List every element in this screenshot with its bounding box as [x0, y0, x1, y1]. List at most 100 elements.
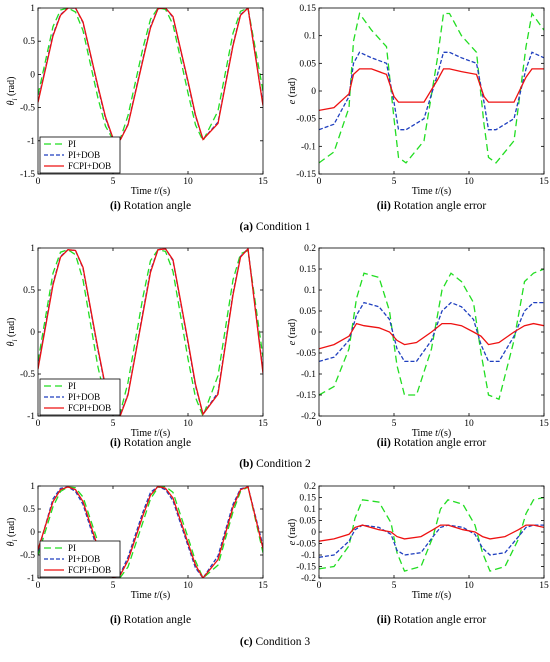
series-line-pi [319, 496, 544, 572]
x-tick-label: 10 [183, 177, 193, 187]
chart-panel-2: 0 5 10 15 -1 -0.5 0 0.5 1 Time t/(s) θi (rad) PIPI+… [6, 244, 268, 439]
y-tick-label: -0.05 [296, 349, 316, 359]
y-axis-label: θi (rad) [6, 77, 19, 106]
y-tick-label: 0.1 [304, 286, 316, 296]
series-line-pi-plus-dob [38, 486, 263, 578]
x-tick-label: 10 [464, 419, 474, 429]
y-tick-label: 0 [311, 87, 316, 97]
y-tick-label: 0.05 [299, 307, 316, 317]
y-tick-label: 0 [311, 328, 316, 338]
x-tick-label: 0 [36, 177, 41, 187]
legend-entry: PI+DOB [68, 392, 100, 402]
x-axis-label: Time t/(s) [131, 428, 170, 439]
legend-entry: PI+DOB [68, 554, 100, 564]
x-tick-label: 10 [464, 177, 474, 187]
plot-frame [37, 7, 264, 175]
y-axis-label: θi (rad) [6, 318, 19, 347]
y-tick-label: 0 [311, 528, 316, 538]
legend-entry: PI [68, 543, 76, 553]
y-tick-label: -0.5 [20, 551, 35, 561]
y-tick-label: 0.05 [299, 59, 316, 69]
y-tick-label: -0.15 [296, 170, 316, 180]
y-tick-label: -0.15 [296, 391, 316, 401]
series-line-pi-plus-dob [319, 51, 544, 131]
y-tick-label: -1 [27, 412, 35, 422]
y-tick-label: 1 [30, 4, 35, 14]
y-tick-label: -0.05 [296, 540, 316, 550]
chart-panel-5: 0 5 10 15-0.2-0.15-0.1-0.0500.050.10.150.2T… [287, 482, 549, 601]
y-tick-label: -0.1 [301, 370, 316, 380]
x-tick-label: 0 [36, 581, 41, 591]
y-tick-label: -0.2 [301, 412, 316, 422]
chart-panel-4: 0 5 10 15 -1 -0.5 0 0.5 1 Time t/(s) θi (rad) PIPI+… [6, 482, 268, 601]
y-tick-label: -1.5 [20, 170, 35, 180]
x-tick-label: 5 [111, 177, 116, 187]
sub-caption-left: (i) Rotation angle [110, 200, 191, 212]
y-tick-label: -1 [27, 137, 35, 147]
condition-caption: (c) Condition 3 [240, 636, 311, 648]
plot-frame [318, 485, 545, 579]
legend-entry: FCPI+DOB [68, 403, 111, 413]
legend-entry: PI+DOB [68, 150, 100, 160]
y-tick-label: 0.1 [304, 505, 316, 515]
y-axis-label: e (rad) [287, 78, 298, 104]
x-axis-label: Time t/(s) [131, 186, 170, 197]
y-tick-label: -0.2 [301, 574, 316, 584]
sub-caption-right: (ii) Rotation angle error [377, 437, 487, 449]
condition-caption: (b) Condition 2 [239, 458, 311, 470]
y-tick-label: 0.15 [299, 494, 316, 504]
y-tick-label: 0 [30, 528, 35, 538]
x-tick-label: 5 [392, 177, 397, 187]
x-tick-label: 5 [392, 419, 397, 429]
series-line-pi [38, 486, 263, 578]
y-tick-label: -0.5 [20, 104, 35, 114]
x-tick-label: 5 [392, 581, 397, 591]
x-tick-label: 0 [317, 581, 322, 591]
y-tick-label: 0.05 [299, 517, 316, 527]
y-axis-label: e (rad) [287, 519, 298, 545]
y-tick-label: 0.5 [23, 505, 35, 515]
x-tick-label: 15 [539, 419, 549, 429]
series-line-fcpi-plus-dob [38, 248, 263, 416]
y-tick-label: 1 [30, 244, 35, 254]
y-tick-label: 1 [30, 482, 35, 492]
x-axis-label: Time t/(s) [412, 186, 451, 197]
y-tick-label: 0.5 [23, 37, 35, 47]
series-line-fcpi-plus-dob [319, 68, 544, 112]
legend-entry: FCPI+DOB [68, 565, 111, 575]
y-tick-label: -0.15 [296, 563, 316, 573]
series-line-fcpi-plus-dob [319, 322, 544, 350]
sub-caption-left: (i) Rotation angle [110, 437, 191, 449]
condition-caption: (a) Condition 1 [240, 221, 311, 233]
x-tick-label: 15 [258, 581, 268, 591]
legend-entry: PI [68, 381, 76, 391]
series-line-pi [38, 248, 263, 416]
series-line-fcpi-plus-dob [38, 8, 263, 141]
x-axis-label: Time t/(s) [412, 428, 451, 439]
x-tick-label: 15 [258, 419, 268, 429]
x-tick-label: 0 [36, 419, 41, 429]
series-line-pi [319, 268, 544, 401]
y-tick-label: -0.1 [301, 142, 316, 152]
x-tick-label: 15 [539, 177, 549, 187]
x-tick-label: 5 [111, 419, 116, 429]
series-line-pi [319, 11, 544, 164]
x-tick-label: 0 [317, 177, 322, 187]
y-tick-label: 0.15 [299, 265, 316, 275]
chart-panel-3: 0 5 10 15 -0.2 -0.15 -0.1 -0.05 0 0.05 0.1 0.15 0.2 T… [287, 244, 549, 439]
y-tick-label: 0.2 [304, 482, 316, 492]
x-axis-label: Time t/(s) [412, 590, 451, 601]
y-tick-label: 0 [30, 70, 35, 80]
y-tick-label: 0 [30, 328, 35, 338]
sub-caption-left: (i) Rotation angle [110, 614, 191, 626]
x-axis-label: Time t/(s) [131, 590, 170, 601]
y-axis-label: e (rad) [287, 319, 298, 345]
y-tick-label: -0.5 [20, 370, 35, 380]
series-line-fcpi-plus-dob [38, 486, 263, 578]
y-tick-label: -0.1 [301, 551, 316, 561]
series-line-pi [38, 8, 263, 143]
y-axis-label: θi (rad) [6, 518, 19, 547]
